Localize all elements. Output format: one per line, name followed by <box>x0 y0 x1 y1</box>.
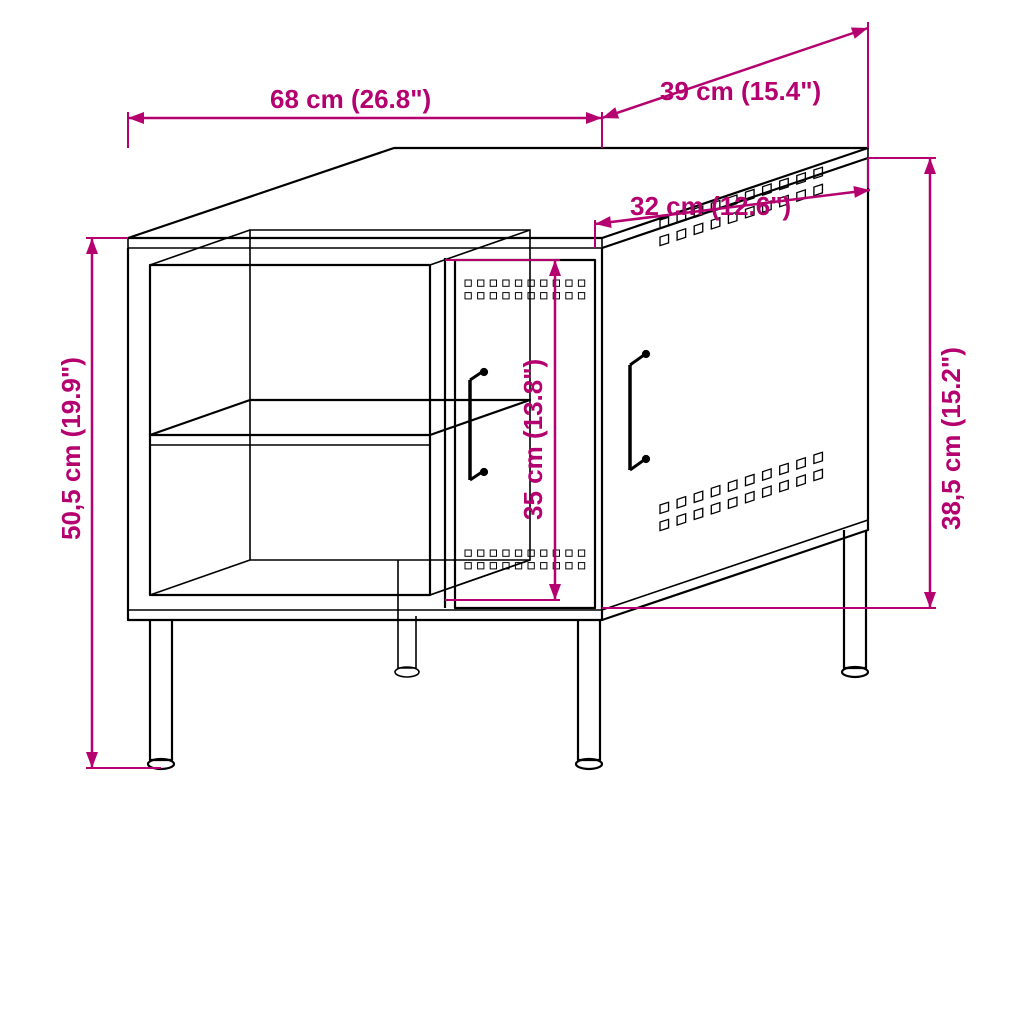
dim-label-width: 68 cm (26.8") <box>270 84 431 114</box>
dim-label-door-width: 32 cm (12.6") <box>630 191 791 221</box>
dim-label-shelf-height: 35 cm (13.8") <box>518 359 548 520</box>
dim-label-door-height: 38,5 cm (15.2") <box>936 347 966 530</box>
dim-label-depth: 39 cm (15.4") <box>660 76 821 106</box>
dimension-annotations <box>86 22 936 768</box>
dim-label-total-height: 50,5 cm (19.9") <box>56 357 86 540</box>
cabinet-drawing <box>128 148 868 769</box>
cabinet-dimension-diagram: 68 cm (26.8") 39 cm (15.4") 32 cm (12.6"… <box>0 0 1024 1024</box>
